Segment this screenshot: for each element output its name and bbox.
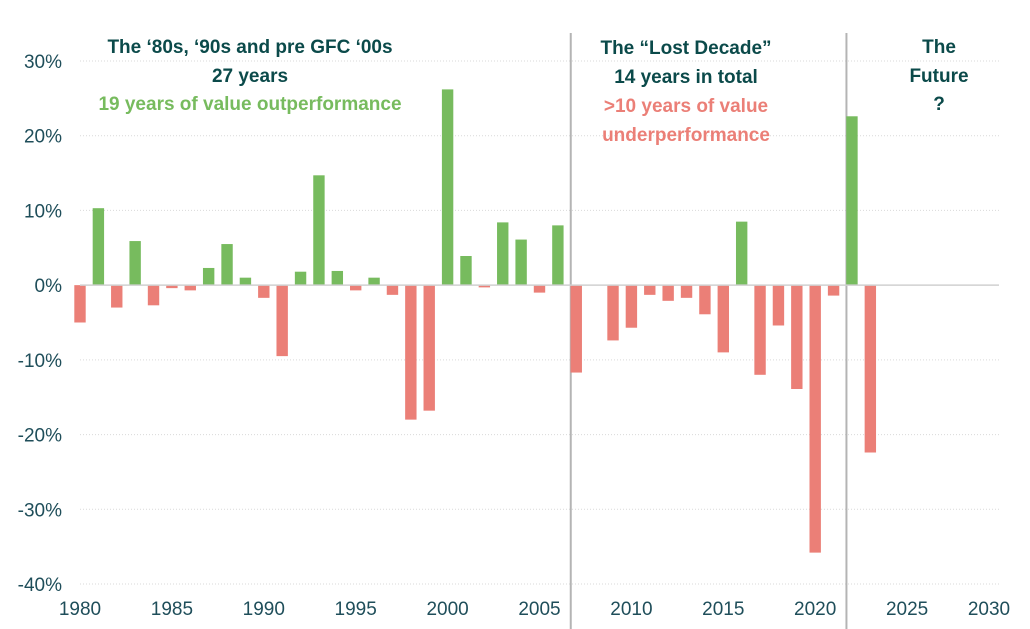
bar xyxy=(607,285,619,341)
x-tick-label: 2015 xyxy=(702,599,744,620)
bar xyxy=(846,116,858,286)
x-tick-label: 2025 xyxy=(886,599,928,620)
bar xyxy=(754,285,766,375)
x-tick-label: 1980 xyxy=(59,599,101,620)
annotation-future-line-1: The xyxy=(922,37,956,58)
bar xyxy=(350,285,362,291)
bar xyxy=(441,89,454,286)
x-tick-label: 2000 xyxy=(426,599,468,620)
annotation-future-line-3: ? xyxy=(933,94,945,115)
bar xyxy=(772,285,785,326)
bar xyxy=(552,225,564,286)
bar xyxy=(386,285,399,295)
bar xyxy=(478,285,491,288)
bar xyxy=(313,175,325,286)
bar xyxy=(74,285,86,323)
annotation-lost-decade-line-3: >10 years of value xyxy=(604,96,768,117)
bar xyxy=(221,244,233,286)
annotation-pre-gfc-line-3: 19 years of value outperformance xyxy=(98,94,401,115)
bar xyxy=(662,285,674,301)
y-tick-label: -30% xyxy=(18,500,62,521)
bar xyxy=(92,208,105,286)
bar xyxy=(809,285,821,553)
bar xyxy=(202,267,215,286)
annotation-lost-decade: The “Lost Decade” 14 years in total >10 … xyxy=(600,38,771,146)
annotation-future-line-2: Future xyxy=(909,66,968,87)
x-tick-label: 1985 xyxy=(151,599,193,620)
y-tick-label: -40% xyxy=(18,575,62,596)
x-tick-label: 2020 xyxy=(794,599,836,620)
bar xyxy=(166,285,178,289)
bar xyxy=(515,239,527,286)
y-tick-label: 10% xyxy=(24,201,62,222)
bar xyxy=(735,221,748,286)
bar xyxy=(331,270,344,286)
bar xyxy=(717,285,729,353)
bar xyxy=(129,241,141,286)
bar xyxy=(570,285,582,373)
bar xyxy=(460,256,472,286)
bar xyxy=(294,271,307,286)
y-tick-label: -10% xyxy=(18,351,62,372)
annotation-lost-decade-line-2: 14 years in total xyxy=(614,67,758,88)
y-axis: 30% 20% 10% 0% -10% -20% -30% -40% xyxy=(18,52,62,596)
x-axis: 1980 1985 1990 1995 2000 2005 2010 2015 2020 2025… xyxy=(59,599,1010,620)
x-tick-label: 2030 xyxy=(968,599,1010,620)
annotation-pre-gfc-line-2: 27 years xyxy=(212,66,288,87)
annotation-lost-decade-line-1: The “Lost Decade” xyxy=(600,38,771,59)
bar xyxy=(864,285,877,453)
x-tick-label: 2005 xyxy=(518,599,560,620)
bar xyxy=(111,285,123,308)
bar xyxy=(184,285,196,291)
annotation-pre-gfc-line-1: The ‘80s, ‘90s and pre GFC ‘00s xyxy=(107,37,392,58)
annotation-lost-decade-line-4: underperformance xyxy=(602,125,770,146)
bar xyxy=(423,285,435,411)
bar xyxy=(239,277,252,286)
x-tick-label: 1990 xyxy=(243,599,285,620)
bars xyxy=(74,89,877,553)
bar xyxy=(497,222,509,286)
bar xyxy=(533,285,546,293)
bar xyxy=(147,285,160,306)
x-tick-label: 1995 xyxy=(335,599,377,620)
bar xyxy=(258,285,270,298)
bar xyxy=(276,285,288,357)
bar xyxy=(405,285,417,420)
x-tick-label: 2010 xyxy=(610,599,652,620)
y-tick-label: 20% xyxy=(24,127,62,148)
bar xyxy=(791,285,803,389)
gridlines xyxy=(80,60,999,585)
bar xyxy=(699,285,711,315)
bar xyxy=(827,285,840,296)
y-tick-label: 0% xyxy=(35,276,63,297)
bar xyxy=(680,285,693,298)
y-tick-label: 30% xyxy=(24,52,62,73)
bar xyxy=(625,285,638,328)
y-tick-label: -20% xyxy=(18,426,62,447)
bar xyxy=(368,277,380,286)
bar xyxy=(644,285,656,295)
annotation-pre-gfc: The ‘80s, ‘90s and pre GFC ‘00s 27 years… xyxy=(98,37,401,115)
annotation-future: The Future ? xyxy=(909,37,968,115)
